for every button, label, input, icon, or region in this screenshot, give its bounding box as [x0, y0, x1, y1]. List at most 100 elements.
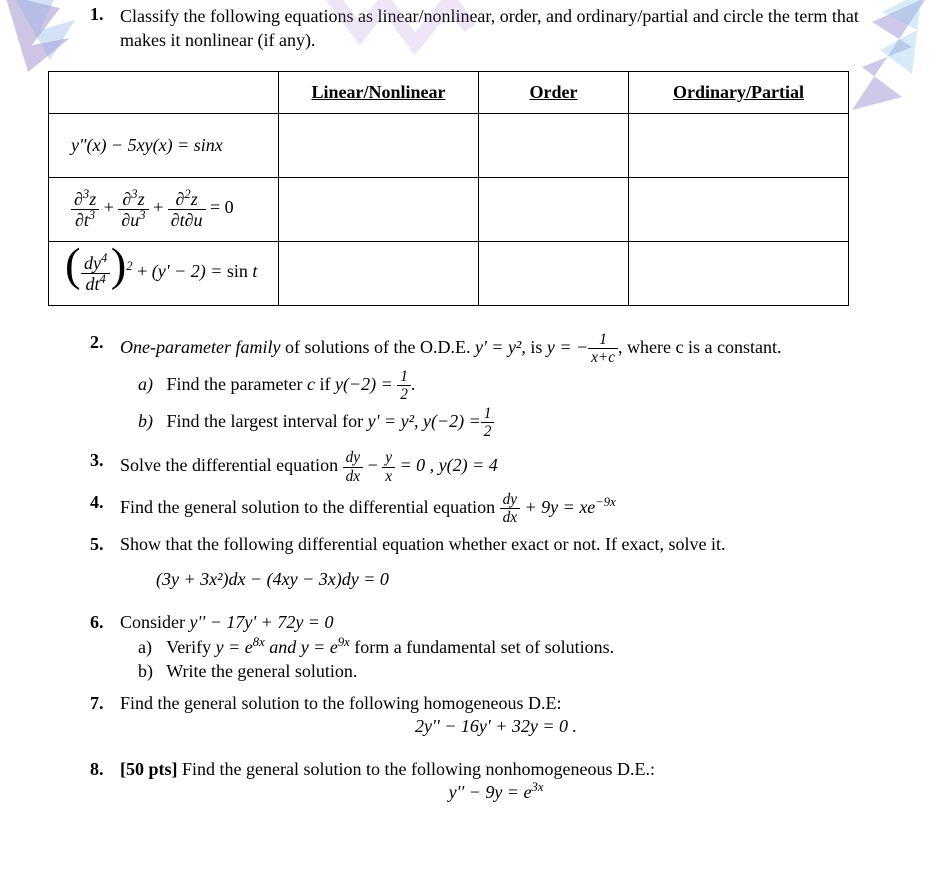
cell	[629, 113, 849, 177]
q3-ic: y(2) = 4	[439, 455, 498, 475]
eq-cell-1: y"(x) − 5xy(x) = sinx	[49, 113, 279, 177]
decorative-corner-top-left	[0, 0, 100, 80]
table-row: dy4dt42 + (y' − 2) = sin t	[49, 241, 849, 305]
q2b-num: 1	[481, 406, 495, 423]
cell	[279, 177, 479, 241]
q2a-num: 1	[397, 369, 411, 386]
q2-sol-lhs: y = −	[547, 337, 588, 357]
question-list: 1. Classify the following equations as l…	[90, 4, 872, 53]
q2-sol-num: 1	[588, 332, 618, 349]
q5-number: 5.	[90, 534, 120, 604]
q2a: a) Find the parameter c if y(−2) = 12.	[138, 369, 872, 403]
q3-number: 3.	[90, 450, 120, 484]
q6-eq: y'' − 17y' + 72y = 0	[190, 612, 334, 632]
question-3: 3. Solve the differential equation dydx …	[90, 450, 872, 484]
q6a-pre: Verify	[166, 637, 215, 657]
q6b: b) Write the general solution.	[138, 661, 872, 682]
question-6: 6. Consider y'' − 17y' + 72y = 0 a) Veri…	[90, 612, 872, 685]
q2-sol-den: x+c	[588, 349, 618, 365]
q6a-y1: y = e	[216, 637, 253, 657]
q2-lead-c: where c is a constant.	[623, 337, 782, 357]
q3-pre: Solve the differential equation	[120, 455, 343, 475]
q8-eqe: 3x	[532, 780, 544, 794]
q2a-c: c	[307, 374, 315, 394]
q2a-tail: .	[411, 374, 416, 394]
table-header-row: Linear/Nonlinear Order Ordinary/Partial	[49, 71, 849, 113]
q2-lead-a: of solutions of the O.D.E.	[280, 337, 474, 357]
q6-text: Consider y'' − 17y' + 72y = 0	[120, 612, 872, 633]
table-row: ∂3z∂t3 + ∂3z∂u3 + ∂2z∂t∂u = 0	[49, 177, 849, 241]
q7-equation: 2y'' − 16y' + 32y = 0 .	[120, 716, 872, 737]
th-linear: Linear/Nonlinear	[279, 71, 479, 113]
q6b-text: Write the general solution.	[166, 661, 357, 681]
q6a: a) Verify y = e8x and y = e9x form a fun…	[138, 637, 872, 658]
question-1: 1. Classify the following equations as l…	[90, 4, 872, 53]
eq-cell-2: ∂3z∂t3 + ∂3z∂u3 + ∂2z∂t∂u = 0	[49, 177, 279, 241]
q2-lead-b: , is	[521, 337, 547, 357]
q8-text: [50 pts] Find the general solution to th…	[120, 759, 872, 780]
q3-eqz: = 0 ,	[395, 455, 439, 475]
cell	[629, 177, 849, 241]
q2-text: One-parameter family of solutions of the…	[120, 332, 872, 366]
q6b-label: b)	[138, 661, 162, 682]
q8-equation: y'' − 9y = e3x	[120, 782, 872, 803]
q3-f2d: x	[382, 468, 395, 484]
q2b-eq1: y' = y²,	[368, 411, 423, 431]
classification-table: Linear/Nonlinear Order Ordinary/Partial …	[48, 71, 849, 306]
q2-ode: y' = y²	[475, 337, 521, 357]
q8-body: Find the general solution to the followi…	[178, 759, 655, 779]
q4-text: Find the general solution to the differe…	[120, 492, 872, 526]
q8-eql: y'' − 9y = e	[449, 782, 532, 802]
q2b-label: b)	[138, 411, 162, 432]
cell	[479, 113, 629, 177]
q5-text: Show that the following differential equ…	[120, 534, 872, 555]
cell	[279, 241, 479, 305]
q4-fn: dy	[500, 492, 520, 509]
q6a-and: and	[265, 637, 301, 657]
q1-number: 1.	[90, 4, 120, 53]
q7-number: 7.	[90, 693, 120, 745]
q3-minus: −	[363, 455, 382, 475]
q2-number: 2.	[90, 332, 120, 443]
q3-f2n: y	[382, 450, 395, 467]
q2a-den: 2	[397, 386, 411, 402]
q2b-eq2lhs: y(−2) =	[423, 411, 481, 431]
q4-exp: −9x	[595, 495, 615, 509]
q6a-y2e: 9x	[338, 635, 350, 649]
q2b: b) Find the largest interval for y' = y²…	[138, 406, 872, 440]
q6-pre: Consider	[120, 612, 190, 632]
question-2: 2. One-parameter family of solutions of …	[90, 332, 872, 443]
q5-equation: (3y + 3x²)dx − (4xy − 3x)dy = 0	[156, 569, 872, 590]
question-8: 8. [50 pts] Find the general solution to…	[90, 759, 872, 811]
q7-text: Find the general solution to the followi…	[120, 693, 872, 714]
question-5: 5. Show that the following differential …	[90, 534, 872, 604]
th-blank	[49, 71, 279, 113]
q2-lead-italic: One-parameter family	[120, 337, 280, 357]
q8-number: 8.	[90, 759, 120, 811]
q1-text: Classify the following equations as line…	[120, 4, 872, 53]
q4-fd: dx	[500, 509, 520, 525]
th-ordpart: Ordinary/Partial	[629, 71, 849, 113]
question-list-cont: 2. One-parameter family of solutions of …	[90, 332, 872, 811]
question-4: 4. Find the general solution to the diff…	[90, 492, 872, 526]
cell	[479, 177, 629, 241]
eq-cell-3: dy4dt42 + (y' − 2) = sin t	[49, 241, 279, 305]
cell	[479, 241, 629, 305]
q3-f1n: dy	[343, 450, 363, 467]
q3-text: Solve the differential equation dydx − y…	[120, 450, 872, 484]
q2a-eqlhs: y(−2) =	[335, 374, 397, 394]
cell	[629, 241, 849, 305]
question-7: 7. Find the general solution to the foll…	[90, 693, 872, 745]
q4-pre: Find the general solution to the differe…	[120, 497, 500, 517]
q6a-y2: y = e	[301, 637, 338, 657]
q2a-mid: if	[315, 374, 335, 394]
table-row: y"(x) − 5xy(x) = sinx	[49, 113, 849, 177]
q3-f1d: dx	[343, 468, 363, 484]
cell	[279, 113, 479, 177]
q4-number: 4.	[90, 492, 120, 526]
q2a-label: a)	[138, 374, 162, 395]
q4-rest: + 9y = xe	[520, 497, 595, 517]
q6a-y1e: 8x	[253, 635, 265, 649]
q2b-pre: Find the largest interval for	[167, 411, 368, 431]
q2b-den: 2	[481, 423, 495, 439]
